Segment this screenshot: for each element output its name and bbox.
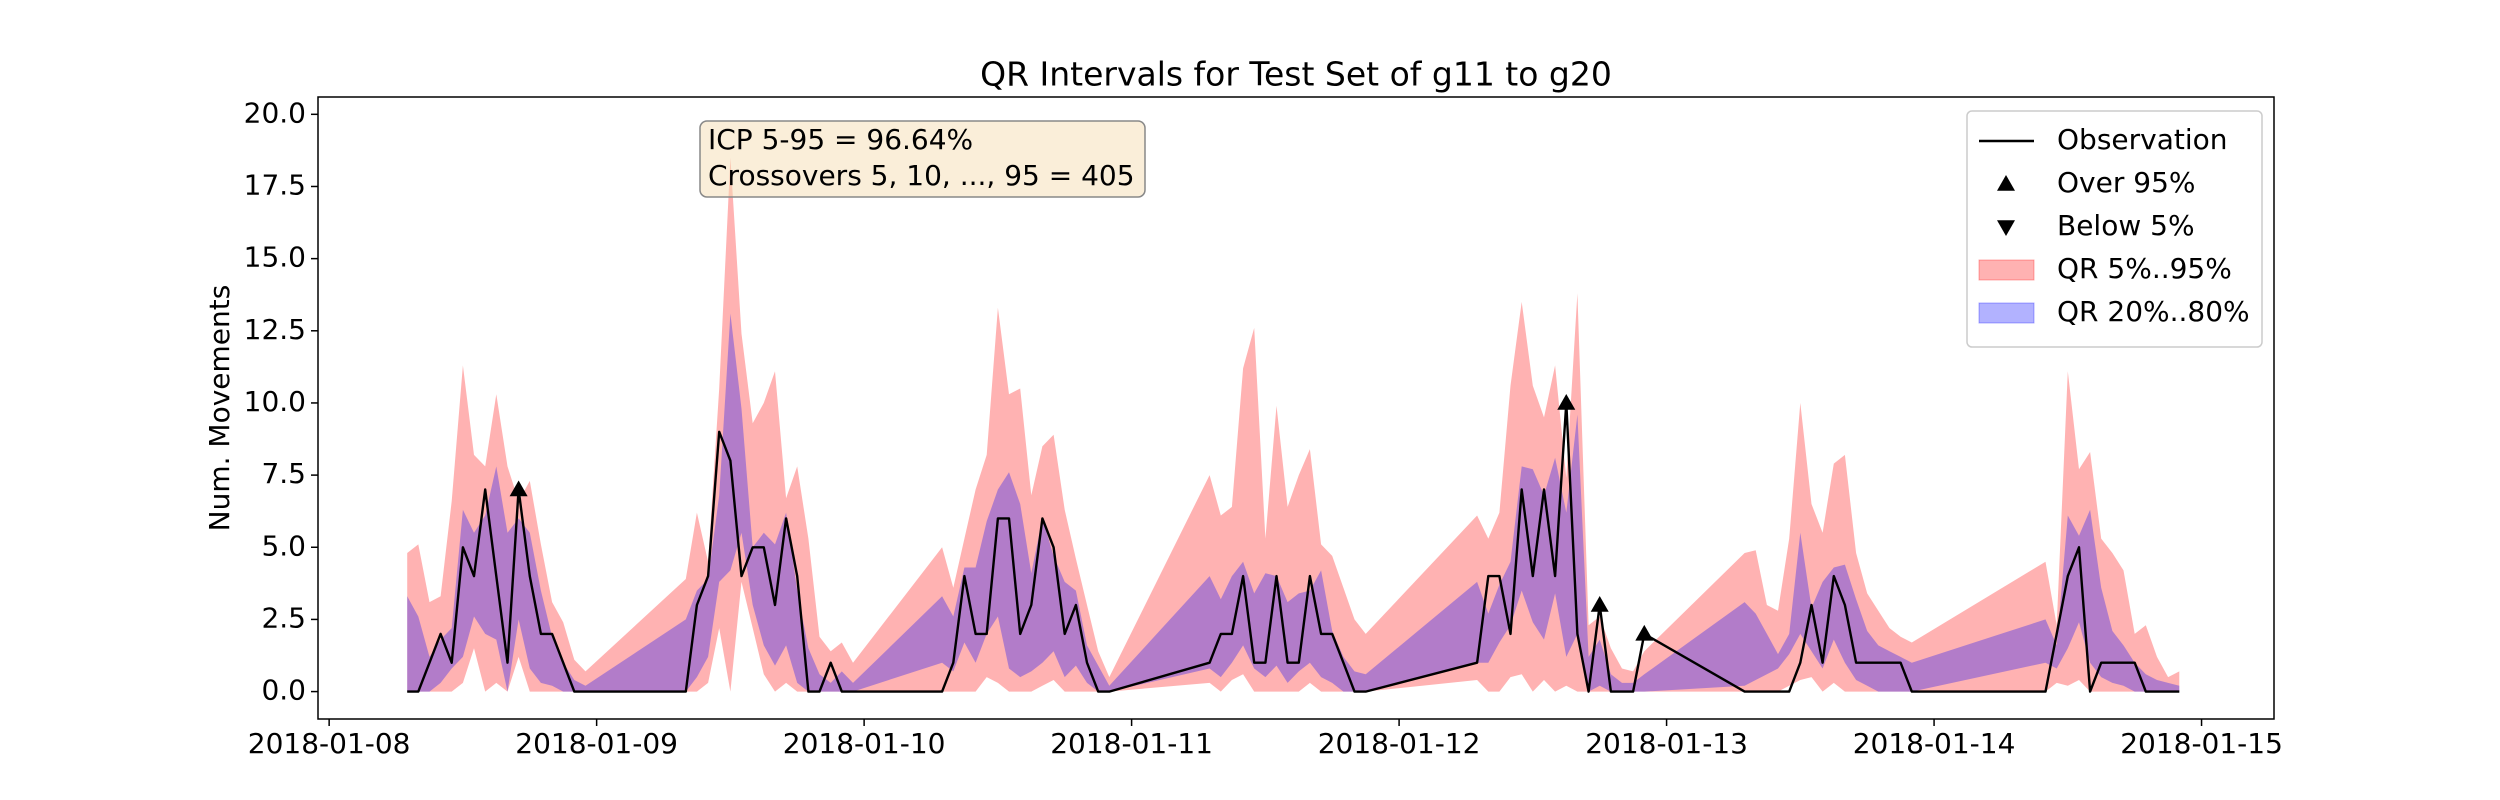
legend-label: QR 5%..95%: [2057, 252, 2232, 285]
over-marker: [509, 480, 528, 497]
legend-label: QR 20%..80%: [2057, 295, 2250, 328]
legend: Observation Over 95% Below 5% QR 5%..95% QR …: [1966, 110, 2263, 348]
y-tick-label: 10.0: [244, 385, 306, 418]
y-tick-label: 15.0: [244, 241, 306, 274]
x-tick-label: 2018-01-08: [248, 727, 411, 760]
y-tick-label: 7.5: [261, 457, 306, 490]
x-tick-label: 2018-01-14: [1853, 727, 2016, 760]
legend-box: [1966, 110, 2263, 348]
legend-label: Below 5%: [2057, 209, 2195, 242]
y-tick-label: 2.5: [261, 601, 306, 634]
chart-title: QR Intervals for Test Set of g11 to g20: [980, 55, 1612, 94]
band: [407, 313, 2180, 692]
y-tick-label: 20.0: [244, 96, 306, 129]
legend-swatch: [1997, 175, 2015, 191]
legend-label: Observation: [2057, 123, 2228, 156]
x-tick-label: 2018-01-15: [2120, 727, 2283, 760]
x-tick-label: 2018-01-13: [1585, 727, 1748, 760]
annotation: ICP 5-95 = 96.64%Crossovers 5, 10, ..., …: [699, 120, 1146, 198]
x-tick-label: 2018-01-11: [1050, 727, 1213, 760]
legend-swatch: [1997, 220, 2015, 236]
axes-frame: [317, 96, 2275, 720]
over-marker: [1635, 624, 1654, 641]
legend-label: Over 95%: [2057, 166, 2195, 199]
observation-line: [407, 401, 2180, 693]
over-marker: [1557, 393, 1576, 410]
y-axis-label: Num. Movements: [203, 285, 236, 532]
plot-area: [407, 157, 2180, 693]
x-tick-label: 2018-01-10: [783, 727, 946, 760]
y-tick-label: 12.5: [244, 313, 306, 346]
y-tick-label: 17.5: [244, 168, 306, 201]
y-tick-label: 0.0: [261, 674, 306, 707]
legend-swatch: [1978, 259, 2035, 281]
legend-swatch: [1978, 302, 2035, 324]
band: [407, 157, 2180, 692]
x-tick-label: 2018-01-09: [515, 727, 678, 760]
over-marker: [1590, 595, 1609, 612]
x-tick-label: 2018-01-12: [1318, 727, 1481, 760]
annotation-text: ICP 5-95 = 96.64%: [708, 123, 973, 156]
annotation-box: [699, 120, 1146, 198]
y-tick-label: 5.0: [261, 529, 306, 562]
annotation-text: Crossovers 5, 10, ..., 95 = 405: [708, 159, 1135, 192]
